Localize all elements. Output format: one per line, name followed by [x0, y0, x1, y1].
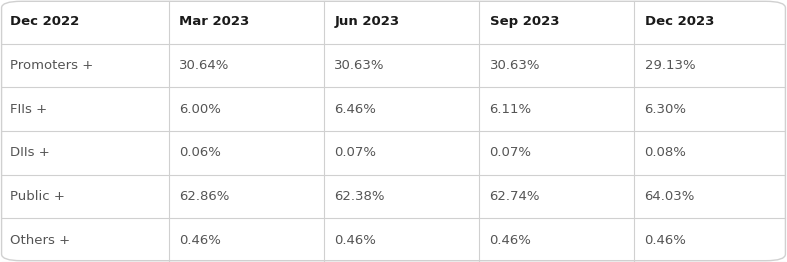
Text: Sep 2023: Sep 2023 [490, 15, 559, 28]
Text: 0.46%: 0.46% [490, 234, 531, 247]
Text: Others +: Others + [10, 234, 70, 247]
Text: 6.46%: 6.46% [334, 103, 376, 116]
Text: 6.00%: 6.00% [179, 103, 221, 116]
Text: 62.38%: 62.38% [334, 190, 385, 203]
Text: Jun 2023: Jun 2023 [334, 15, 400, 28]
Text: Dec 2023: Dec 2023 [645, 15, 714, 28]
Text: DIIs +: DIIs + [10, 146, 50, 159]
Text: 29.13%: 29.13% [645, 59, 695, 72]
Text: Promoters +: Promoters + [10, 59, 94, 72]
Text: 0.46%: 0.46% [645, 234, 686, 247]
Text: 0.08%: 0.08% [645, 146, 686, 159]
Text: 62.74%: 62.74% [490, 190, 540, 203]
Text: 0.46%: 0.46% [179, 234, 221, 247]
Text: 0.07%: 0.07% [334, 146, 376, 159]
Text: 30.63%: 30.63% [490, 59, 540, 72]
Text: 30.63%: 30.63% [334, 59, 385, 72]
Text: FIIs +: FIIs + [10, 103, 47, 116]
Text: 0.46%: 0.46% [334, 234, 376, 247]
Text: 30.64%: 30.64% [179, 59, 230, 72]
Text: Public +: Public + [10, 190, 65, 203]
Text: 6.11%: 6.11% [490, 103, 532, 116]
Text: 6.30%: 6.30% [645, 103, 686, 116]
Text: Mar 2023: Mar 2023 [179, 15, 249, 28]
Text: 62.86%: 62.86% [179, 190, 230, 203]
Text: 64.03%: 64.03% [645, 190, 695, 203]
Text: 0.06%: 0.06% [179, 146, 221, 159]
Text: 0.07%: 0.07% [490, 146, 531, 159]
Text: Dec 2022: Dec 2022 [10, 15, 79, 28]
